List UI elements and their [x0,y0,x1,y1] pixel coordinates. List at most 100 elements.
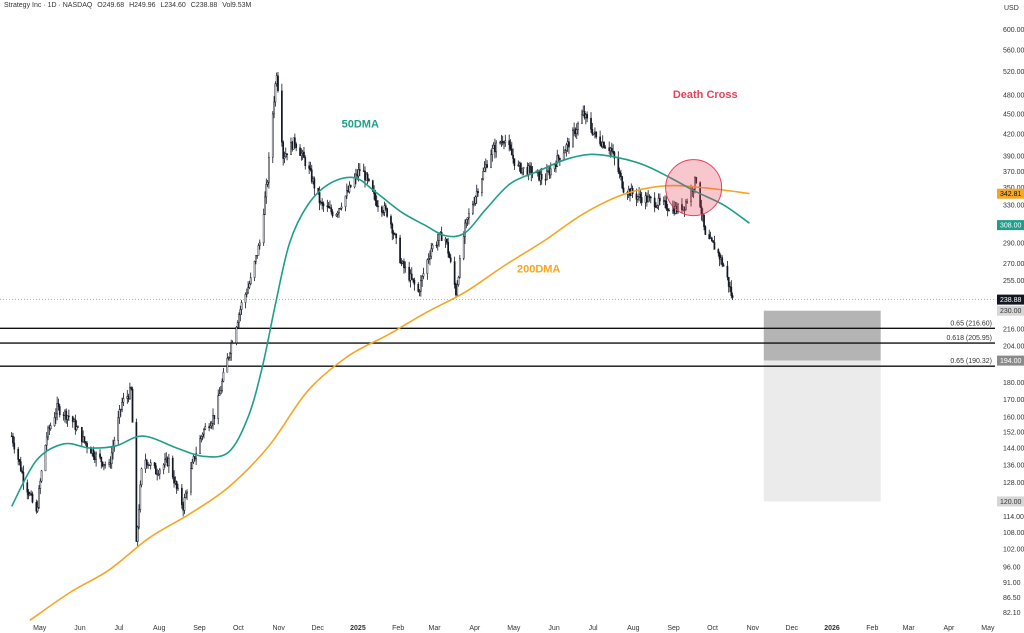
candle [400,258,403,267]
candle [17,447,20,466]
candle [192,453,195,464]
high-value: H249.96 [129,2,156,9]
candle [75,420,78,432]
candle [135,418,138,542]
candle [438,234,440,247]
candle [226,353,229,373]
y-tick-label: 86.50 [1003,595,1021,602]
candle [262,208,265,246]
candle [244,292,247,309]
candle [245,288,248,298]
y-tick-label: 480.00 [1003,93,1024,100]
candle [501,135,504,146]
x-axis[interactable]: May Jun Jul Aug Sep Oct Nov Dec 2025 Feb Mar Apr May… [33,625,995,632]
candle [394,232,396,236]
candle [595,131,598,139]
x-tick-label: Feb [866,625,878,632]
candle [100,456,103,469]
y-tick-label: 270.00 [1003,261,1024,268]
candle [268,152,270,189]
candle [591,122,594,136]
candle [164,452,166,468]
candle [717,248,720,257]
candle [704,225,707,236]
y-tick-label: 96.00 [1003,564,1021,571]
candle [299,144,301,156]
candle [686,198,688,204]
symbol-label: Strategy Inc · 1D · NASDAQ [4,2,93,9]
candle [193,456,196,462]
ma50-annotation: 50DMA [342,118,379,130]
candle [574,127,577,138]
candle [274,81,277,107]
y-tick-label: 290.00 [1003,240,1024,247]
candle [375,195,378,208]
target-zone-light [763,360,881,502]
candle [310,164,313,184]
candle [183,493,186,515]
candle [426,258,429,280]
x-tick-label: Mar [903,625,916,632]
x-tick-label: Sep [193,625,206,632]
candle [136,525,139,547]
candle [471,200,474,216]
candle [365,172,368,181]
x-tick-label: Apr [469,625,481,632]
candle [368,178,370,183]
candle [26,479,29,500]
candle [646,192,648,207]
ma50-last-badge: 308.00 [1000,223,1022,230]
y-tick-label: 91.00 [1003,580,1021,587]
candle [386,207,388,218]
candle [286,153,288,161]
candle [57,398,60,411]
candle [230,339,233,361]
candle [129,382,131,400]
candle [410,267,413,281]
candle [209,421,212,429]
candle [377,200,379,212]
candle [166,456,169,467]
candle [695,176,698,185]
candle [345,183,348,199]
candle [200,435,203,443]
ma200-annotation: 200DMA [517,264,560,276]
candle [447,237,449,258]
marker-194-badge: 194.00 [1000,358,1022,365]
candle [347,185,349,193]
candle [339,207,342,210]
candle [148,464,151,466]
y-tick-label: 520.00 [1003,69,1024,76]
candle [604,145,607,149]
y-axis[interactable]: 600.00 560.00 520.00 480.00 450.00 420.00 390.… [997,27,1024,617]
candle [201,432,204,441]
x-tick-label: Sep [667,625,680,632]
candle [600,141,603,148]
marker-194-badge-bg [997,355,1024,366]
candle [38,485,40,510]
candle [495,140,498,158]
candle [319,200,322,206]
x-tick-label: 2026 [824,625,840,632]
candle [249,272,252,286]
marker-120-badge: 120.00 [1000,499,1022,506]
candle [520,161,522,175]
candle [473,196,475,207]
candle [67,409,70,421]
candle [703,214,705,231]
candle [508,134,511,152]
candle [636,195,639,203]
candle [212,408,214,430]
candle [222,367,225,383]
candle [458,255,461,279]
candle [477,188,479,197]
candle [271,111,274,164]
candle [730,280,733,299]
candle [536,169,539,177]
candle [73,417,75,423]
candle [117,411,120,445]
candle [462,231,465,261]
candle [312,176,314,185]
candle [455,282,457,298]
